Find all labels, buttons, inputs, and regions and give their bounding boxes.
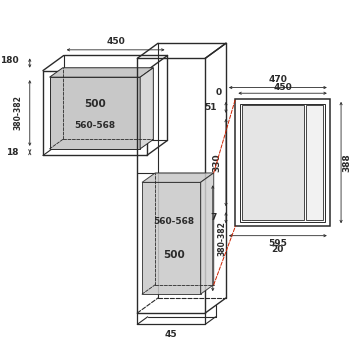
Text: 330: 330: [212, 153, 221, 172]
Text: 500: 500: [163, 250, 185, 260]
Text: 20: 20: [272, 245, 284, 254]
Text: 388: 388: [342, 153, 350, 172]
Text: 0: 0: [215, 88, 222, 97]
Bar: [142, 182, 201, 294]
Text: 380-382: 380-382: [14, 96, 23, 131]
Polygon shape: [50, 68, 153, 77]
Text: 560-568: 560-568: [74, 121, 116, 131]
Bar: [306, 105, 323, 220]
Text: 7: 7: [210, 213, 217, 222]
Polygon shape: [140, 68, 153, 149]
Text: 470: 470: [268, 75, 287, 84]
Bar: [240, 104, 325, 222]
Text: 380-382: 380-382: [218, 221, 227, 256]
Text: 450: 450: [106, 37, 125, 46]
Polygon shape: [201, 173, 214, 294]
Text: 450: 450: [273, 83, 292, 92]
Bar: [242, 105, 304, 220]
Text: 560-568: 560-568: [154, 217, 195, 226]
Text: 595: 595: [268, 239, 287, 248]
Text: 51: 51: [204, 103, 217, 112]
Bar: [50, 77, 140, 149]
Polygon shape: [142, 173, 214, 182]
Text: 180: 180: [0, 56, 19, 65]
Text: 45: 45: [165, 330, 177, 339]
Bar: [236, 99, 330, 226]
Text: 18: 18: [6, 148, 19, 157]
Text: 500: 500: [84, 99, 106, 110]
